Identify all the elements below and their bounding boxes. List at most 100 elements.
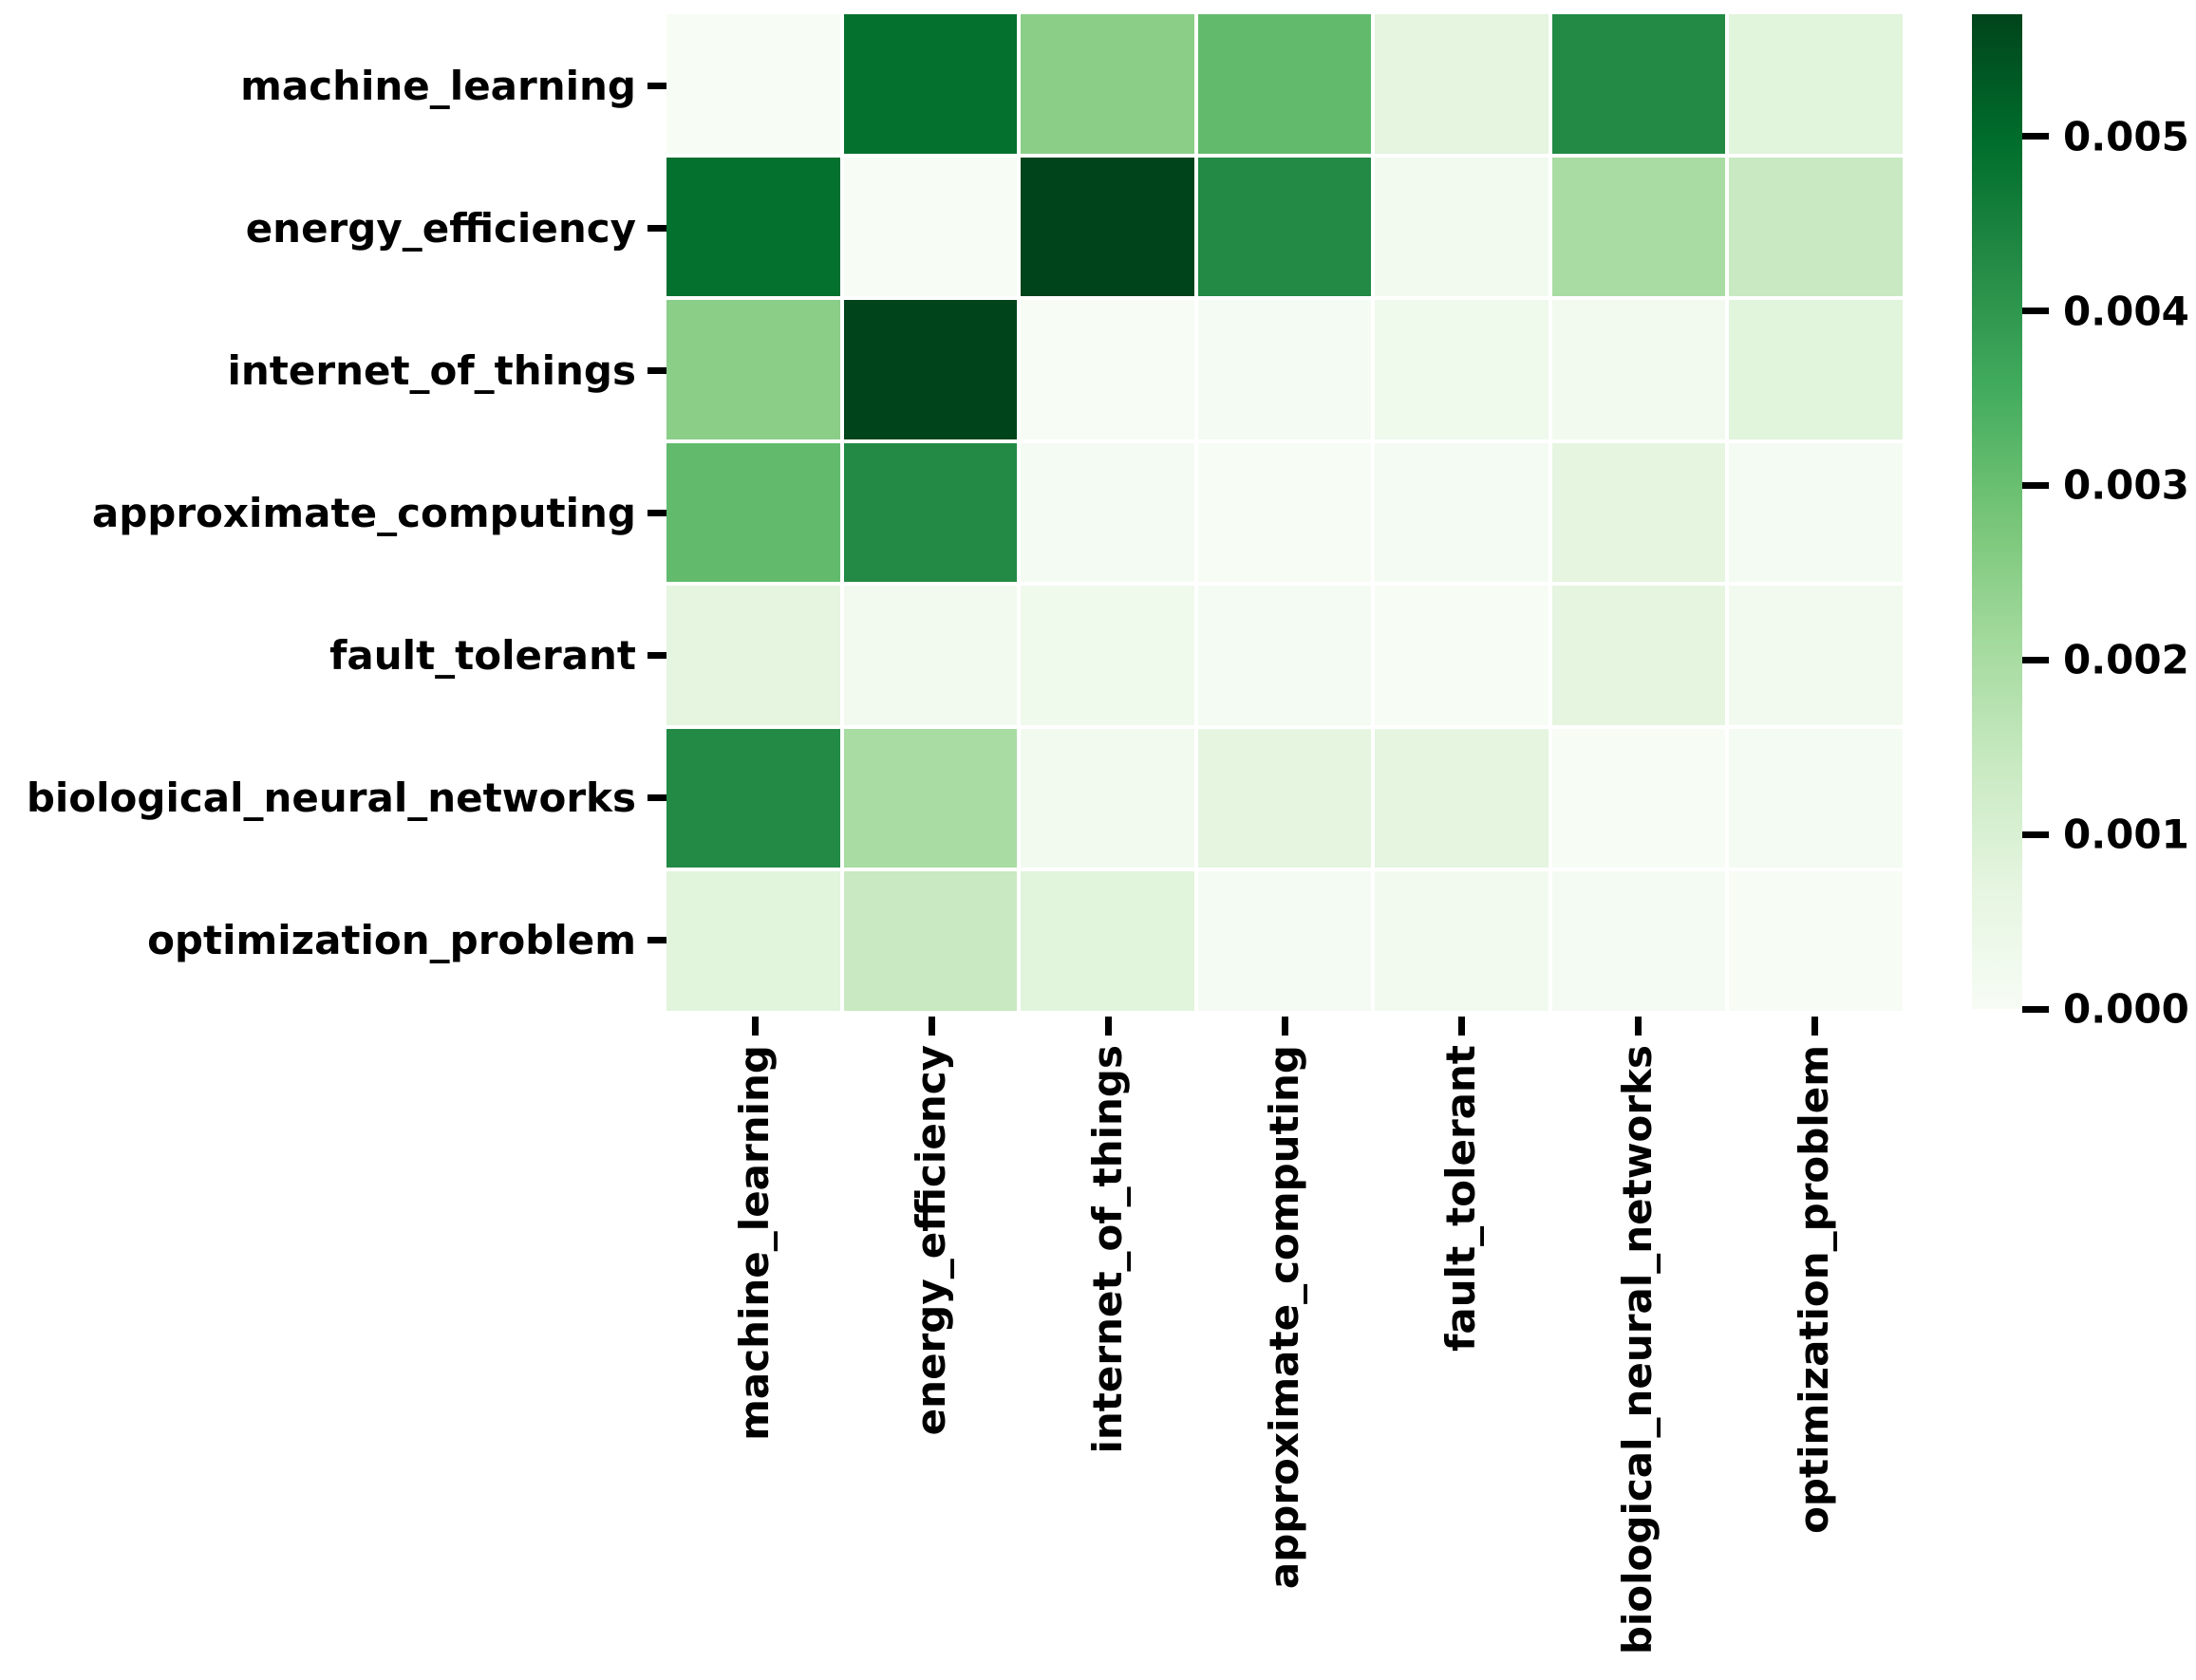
heatmap-cell bbox=[666, 871, 840, 1011]
x-tick-mark bbox=[928, 1017, 935, 1036]
heatmap-cell bbox=[1729, 300, 1903, 439]
x-tick-mark bbox=[751, 1017, 759, 1036]
y-tick-label-text: fault_tolerant bbox=[329, 631, 636, 679]
heatmap-cell bbox=[1551, 586, 1726, 725]
heatmap-cell bbox=[1021, 586, 1194, 725]
y-tick-label-text: biological_neural_networks bbox=[26, 774, 636, 821]
colorbar-tick-label: 0.003 bbox=[2063, 461, 2189, 509]
y-tick-label: machine_learning bbox=[0, 14, 666, 157]
heatmap-cell bbox=[1197, 442, 1372, 583]
y-tick-mark bbox=[648, 793, 666, 801]
heatmap-cell bbox=[666, 14, 840, 154]
colorbar-tick-mark bbox=[2022, 133, 2049, 140]
heatmap-cell bbox=[1729, 442, 1903, 583]
heatmap-cell bbox=[1021, 728, 1194, 868]
x-tick-mark bbox=[1811, 1017, 1818, 1036]
colorbar-tick-label: 0.000 bbox=[2063, 985, 2189, 1033]
x-tick-label: optimization_problem bbox=[1790, 1045, 1837, 1534]
heatmap-cell bbox=[843, 442, 1018, 583]
y-tick-label: internet_of_things bbox=[0, 299, 666, 441]
colorbar-tick-mark bbox=[2022, 656, 2049, 663]
heatmap-cell bbox=[1551, 300, 1726, 439]
heatmap-cell bbox=[1729, 728, 1903, 868]
heatmap-cell bbox=[1375, 300, 1548, 439]
y-tick-label: energy_efficiency bbox=[0, 157, 666, 299]
x-tick-mark bbox=[1281, 1017, 1288, 1036]
x-axis-labels: machine_learning energy_efficiency interne… bbox=[666, 1011, 1903, 1680]
heatmap-cell bbox=[843, 157, 1018, 297]
heatmap-cell bbox=[1197, 871, 1372, 1011]
colorbar-tick-mark bbox=[2022, 308, 2049, 315]
y-tick-label: approximate_computing bbox=[0, 441, 666, 584]
colorbar-tick-mark bbox=[2022, 481, 2049, 489]
x-tick-label: machine_learning bbox=[730, 1045, 778, 1441]
heatmap-cell bbox=[1021, 442, 1194, 583]
heatmap-cell bbox=[843, 586, 1018, 725]
heatmap-cell bbox=[1375, 728, 1548, 868]
y-tick-label-text: internet_of_things bbox=[227, 346, 637, 394]
heatmap-cell bbox=[1375, 14, 1548, 154]
x-tick-column: optimization_problem bbox=[1726, 1011, 1903, 1534]
x-tick-mark bbox=[1457, 1017, 1465, 1036]
heatmap-cell bbox=[1551, 157, 1726, 297]
heatmap-cell bbox=[1021, 300, 1194, 439]
y-tick-label-text: optimization_problem bbox=[147, 916, 636, 963]
x-tick-label: internet_of_things bbox=[1083, 1045, 1131, 1454]
x-tick-column: fault_tolerant bbox=[1373, 1011, 1549, 1352]
y-tick-mark bbox=[648, 651, 666, 659]
x-tick-column: biological_neural_networks bbox=[1549, 1011, 1726, 1654]
heatmap-cell bbox=[1729, 871, 1903, 1011]
heatmap-cell bbox=[1551, 14, 1726, 154]
heatmap-cell bbox=[666, 586, 840, 725]
y-tick-label-text: machine_learning bbox=[240, 62, 636, 109]
heatmap-cell bbox=[1551, 728, 1726, 868]
heatmap-cell bbox=[843, 300, 1018, 439]
heatmap-cell bbox=[666, 300, 840, 439]
heatmap-cell bbox=[1197, 728, 1372, 868]
heatmap-cell bbox=[1729, 586, 1903, 725]
x-tick-label: energy_efficiency bbox=[907, 1045, 954, 1436]
heatmap-cell bbox=[1375, 157, 1548, 297]
y-tick-mark bbox=[648, 936, 666, 943]
heatmap-cell bbox=[1375, 871, 1548, 1011]
heatmap-cell bbox=[843, 871, 1018, 1011]
y-tick-mark bbox=[648, 509, 666, 516]
heatmap-cell bbox=[1375, 442, 1548, 583]
heatmap-cell bbox=[666, 157, 840, 297]
heatmap-cell bbox=[1729, 14, 1903, 154]
y-tick-label-text: approximate_computing bbox=[91, 489, 636, 536]
y-tick-mark bbox=[648, 366, 666, 374]
x-tick-mark bbox=[1634, 1017, 1642, 1036]
colorbar-tick-mark bbox=[2022, 1005, 2049, 1013]
y-tick-label: biological_neural_networks bbox=[0, 726, 666, 868]
colorbar: 0.000 0.001 0.002 0.003 0.004 0.005 bbox=[1972, 14, 2196, 1033]
heatmap-cell bbox=[1021, 14, 1194, 154]
x-tick-label: fault_tolerant bbox=[1436, 1045, 1484, 1352]
y-tick-mark bbox=[648, 82, 666, 89]
heatmap-cell bbox=[1197, 14, 1372, 154]
y-tick-label: optimization_problem bbox=[0, 868, 666, 1011]
heatmap-cell bbox=[666, 442, 840, 583]
heatmap-cell bbox=[1021, 871, 1194, 1011]
heatmap-cell bbox=[1551, 442, 1726, 583]
x-tick-column: internet_of_things bbox=[1020, 1011, 1196, 1454]
colorbar-gradient bbox=[1972, 14, 2022, 1009]
x-tick-mark bbox=[1104, 1017, 1112, 1036]
x-tick-label: approximate_computing bbox=[1260, 1045, 1307, 1590]
colorbar-tick-mark bbox=[2022, 831, 2049, 838]
y-tick-label: fault_tolerant bbox=[0, 584, 666, 726]
heatmap-cell bbox=[1729, 157, 1903, 297]
y-tick-mark bbox=[648, 224, 666, 232]
x-tick-column: machine_learning bbox=[666, 1011, 843, 1441]
colorbar-tick-label: 0.004 bbox=[2063, 288, 2189, 335]
heatmap-cell bbox=[1197, 586, 1372, 725]
colorbar-tick-label: 0.002 bbox=[2063, 636, 2189, 683]
x-tick-label: biological_neural_networks bbox=[1613, 1045, 1661, 1655]
heatmap-cell bbox=[1375, 586, 1548, 725]
heatmap-cell bbox=[1197, 157, 1372, 297]
x-tick-column: energy_efficiency bbox=[843, 1011, 1020, 1435]
heatmap-cell bbox=[1021, 157, 1194, 297]
heatmap-cell bbox=[843, 728, 1018, 868]
